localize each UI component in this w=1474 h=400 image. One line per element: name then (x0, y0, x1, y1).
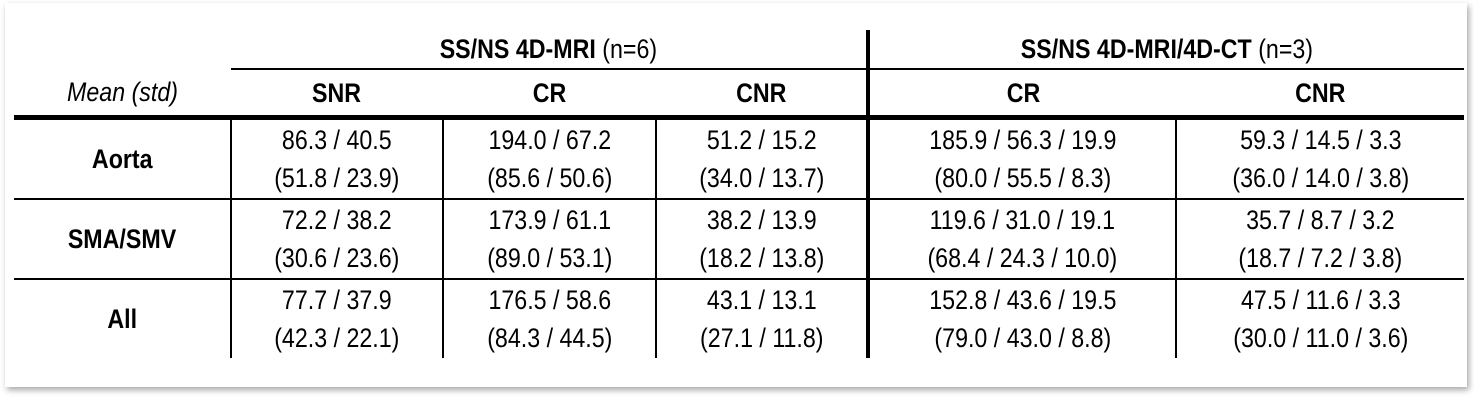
group-header-row: SS/NS 4D-MRI (n=6) SS/NS 4D-MRI/4D-CT (n… (14, 30, 1464, 70)
table-row: SMA/SMV 72.2 / 38.2 (30.6 / 23.6) 173.9 / 6… (14, 198, 1464, 279)
table-row: Aorta 86.3 / 40.5 (51.8 / 23.9) 194.0 / 67.… (14, 117, 1464, 199)
cell-mean: 119.6 / 31.0 / 19.1 (929, 205, 1116, 235)
cell-std: (27.1 / 11.8) (699, 323, 824, 353)
table-cell: 51.2 / 15.2 (34.0 / 13.7) (655, 117, 868, 199)
table-cell: 185.9 / 56.3 / 19.9 (80.0 / 55.5 / 8.3) (866, 117, 1176, 199)
table-cell: 77.7 / 37.9 (42.3 / 22.1) (230, 278, 443, 358)
column-header-row: Mean (std) SNR CR CNR CR CNR (14, 69, 1464, 120)
table-cell: 176.5 / 58.6 (84.3 / 44.5) (442, 278, 656, 358)
cell-mean: 43.1 / 13.1 (706, 285, 817, 315)
cell-std: (34.0 / 13.7) (698, 163, 825, 193)
group-n: (n=6) (602, 34, 658, 64)
table-row: All 77.7 / 37.9 (42.3 / 22.1) 176.5 / 58.6 (… (14, 278, 1464, 358)
empty-corner (14, 30, 231, 69)
table-cell: 173.9 / 61.1 (89.0 / 53.1) (442, 198, 656, 279)
row-label: All (14, 278, 231, 358)
cell-std: (84.3 / 44.5) (486, 323, 613, 353)
group-title: SS/NS 4D-MRI (439, 34, 596, 64)
cell-std: (80.0 / 55.5 / 8.3) (934, 163, 1111, 193)
column-header: CNR (656, 69, 868, 120)
table-cell: 59.3 / 14.5 / 3.3 (36.0 / 14.0 / 3.8) (1175, 117, 1464, 199)
cell-mean: 77.7 / 37.9 (282, 285, 392, 315)
column-header: SNR (231, 69, 443, 120)
table-cell: 72.2 / 38.2 (30.6 / 23.6) (230, 198, 443, 279)
cell-std: (18.7 / 7.2 / 3.8) (1238, 243, 1403, 273)
table-cell: 47.5 / 11.6 / 3.3 (30.0 / 11.0 / 3.6) (1175, 278, 1464, 358)
cell-mean: 194.0 / 67.2 (488, 125, 611, 155)
cell-std: (85.6 / 50.6) (486, 163, 613, 193)
cell-std: (30.0 / 11.0 / 3.6) (1232, 323, 1409, 353)
cell-std: (68.4 / 24.3 / 10.0) (927, 243, 1118, 273)
column-header: CR (443, 69, 656, 120)
column-header: CR (866, 69, 1176, 120)
cell-mean: 51.2 / 15.2 (706, 125, 817, 155)
column-header: CNR (1176, 69, 1464, 120)
cell-std: (51.8 / 23.9) (274, 163, 400, 193)
cell-mean: 59.3 / 14.5 / 3.3 (1239, 125, 1402, 155)
group-header-mri-ct: SS/NS 4D-MRI/4D-CT (n=3) (866, 30, 1464, 70)
corner-label: Mean (std) (14, 69, 231, 120)
row-label: SMA/SMV (14, 198, 231, 279)
table-cell: 86.3 / 40.5 (51.8 / 23.9) (230, 117, 443, 199)
cell-std: (30.6 / 23.6) (274, 243, 400, 273)
cell-mean: 185.9 / 56.3 / 19.9 (928, 125, 1117, 155)
cell-mean: 47.5 / 11.6 / 3.3 (1240, 285, 1401, 315)
cell-std: (42.3 / 22.1) (274, 323, 400, 353)
cell-mean: 176.5 / 58.6 (488, 285, 611, 315)
cell-std: (18.2 / 13.8) (698, 243, 825, 273)
results-table: SS/NS 4D-MRI (n=6) SS/NS 4D-MRI/4D-CT (n… (14, 30, 1464, 358)
cell-std: (89.0 / 53.1) (486, 243, 613, 273)
cell-mean: 72.2 / 38.2 (282, 205, 392, 235)
cell-mean: 86.3 / 40.5 (282, 125, 392, 155)
cell-mean: 35.7 / 8.7 / 3.2 (1246, 205, 1395, 235)
group-n: (n=3) (1258, 34, 1314, 64)
table-cell: 194.0 / 67.2 (85.6 / 50.6) (442, 117, 656, 199)
row-label: Aorta (91, 144, 153, 174)
group-title: SS/NS 4D-MRI/4D-CT (1020, 34, 1252, 64)
cell-std: (36.0 / 14.0 / 3.8) (1232, 163, 1409, 193)
cell-std: (79.0 / 43.0 / 8.8) (934, 323, 1111, 353)
table-cell: 38.2 / 13.9 (18.2 / 13.8) (655, 198, 868, 279)
table-cell: 152.8 / 43.6 / 19.5 (79.0 / 43.0 / 8.8) (866, 278, 1176, 358)
cell-mean: 173.9 / 61.1 (488, 205, 611, 235)
group-header-mri: SS/NS 4D-MRI (n=6) (231, 30, 868, 70)
cell-mean: 152.8 / 43.6 / 19.5 (928, 285, 1117, 315)
table-cell: 35.7 / 8.7 / 3.2 (18.7 / 7.2 / 3.8) (1175, 198, 1464, 279)
cell-mean: 38.2 / 13.9 (706, 205, 817, 235)
table-cell: 43.1 / 13.1 (27.1 / 11.8) (655, 278, 868, 358)
table-cell: 119.6 / 31.0 / 19.1 (68.4 / 24.3 / 10.0) (866, 198, 1176, 279)
